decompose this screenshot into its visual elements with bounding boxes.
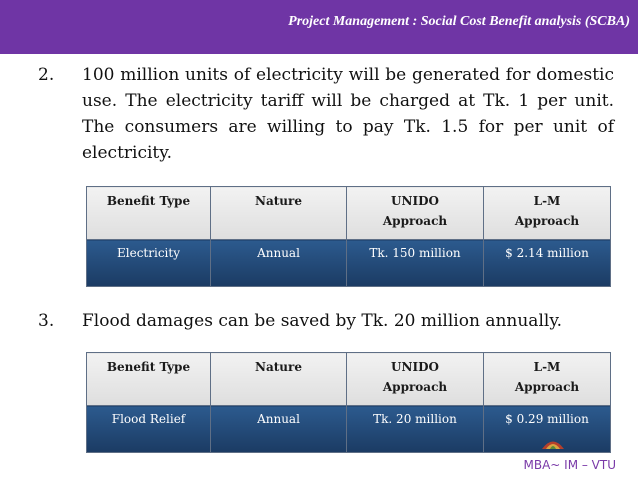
table-row: Flood Relief Annual Tk. 20 million $ 0.2… — [86, 405, 611, 453]
table-cell: Tk. 20 million — [346, 405, 484, 453]
benefit-table-electricity: Benefit Type Nature UNIDO Approach L-M A… — [86, 186, 611, 287]
header-title: Project Management : Social Cost Benefit… — [288, 14, 630, 29]
table-header-cell: UNIDO Approach — [346, 352, 484, 406]
table-cell: Electricity — [86, 239, 211, 287]
table-header-cell: Nature — [210, 352, 347, 406]
table-cell: Tk. 150 million — [346, 239, 484, 287]
table-cell: Annual — [210, 239, 347, 287]
footer-label: MBA~ IM – VTU — [523, 458, 616, 472]
table-header-label: UNIDO Approach — [382, 360, 448, 394]
table-header-label: UNIDO Approach — [382, 194, 448, 228]
list-item-number: 2. — [38, 65, 55, 85]
table-header-label: L-M Approach — [514, 360, 580, 394]
table-cell: $ 2.14 million — [483, 239, 611, 287]
table-header-cell: L-M Approach — [483, 186, 611, 240]
table-cell: Annual — [210, 405, 347, 453]
header-bar: Project Management : Social Cost Benefit… — [0, 0, 638, 54]
table-header-cell: Benefit Type — [86, 186, 211, 240]
institution-logo-icon — [542, 441, 564, 449]
table-header-label: L-M Approach — [514, 194, 580, 228]
table-header-row: Benefit Type Nature UNIDO Approach L-M A… — [86, 186, 611, 240]
table-header-cell: Benefit Type — [86, 352, 211, 406]
table-header-cell: UNIDO Approach — [346, 186, 484, 240]
list-item-text: Flood damages can be saved by Tk. 20 mil… — [82, 311, 563, 331]
table-row: Electricity Annual Tk. 150 million $ 2.1… — [86, 239, 611, 287]
table-header-row: Benefit Type Nature UNIDO Approach L-M A… — [86, 352, 611, 406]
table-header-cell: Nature — [210, 186, 347, 240]
table-cell: Flood Relief — [86, 405, 211, 453]
list-item-number: 3. — [38, 311, 55, 331]
table-header-cell: L-M Approach — [483, 352, 611, 406]
list-item-text: 100 million units of electricity will be… — [82, 65, 614, 163]
benefit-table-flood: Benefit Type Nature UNIDO Approach L-M A… — [86, 352, 611, 453]
